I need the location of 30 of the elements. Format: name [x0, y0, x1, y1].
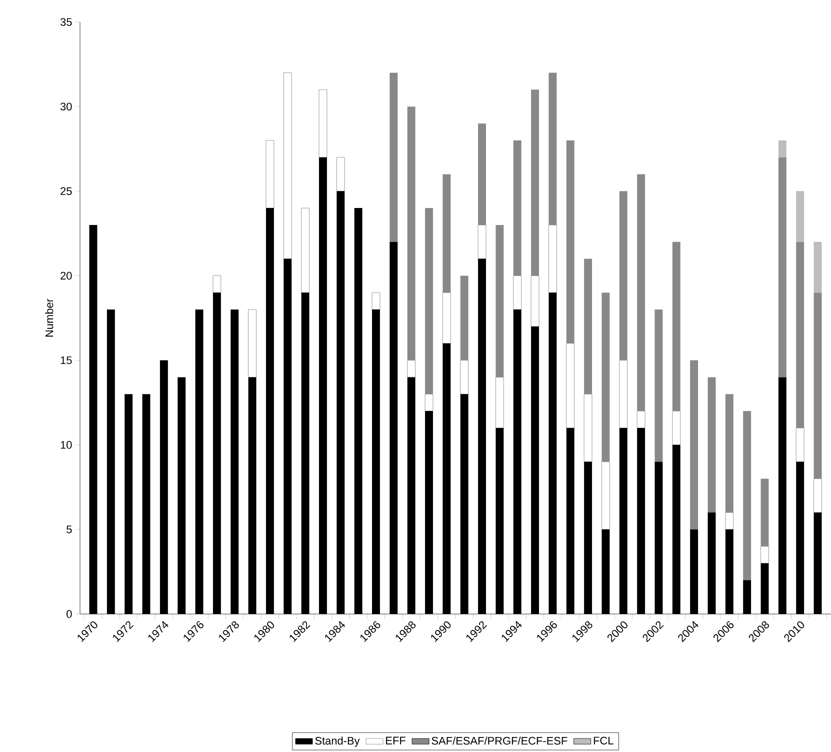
y-tick-label: 20	[60, 272, 72, 280]
y-tick-label: 10	[60, 440, 72, 449]
bar	[778, 140, 786, 158]
y-tick-label: 15	[60, 356, 72, 364]
y-tick-label: 25	[60, 187, 72, 196]
legend-label: SAF/ESAF/PRGF/ECF-ESF	[432, 736, 568, 745]
bar	[708, 377, 716, 513]
bar	[212, 276, 222, 293]
legend-label: EFF	[386, 736, 406, 744]
bar	[372, 292, 380, 310]
bar	[778, 157, 786, 378]
bar	[248, 309, 256, 378]
y-tick-label: 0	[66, 610, 72, 618]
y-axis-title: Number	[45, 298, 54, 337]
bar	[336, 157, 345, 192]
bar	[654, 310, 663, 462]
bar	[283, 72, 292, 259]
bar	[690, 360, 698, 530]
y-tick-label: 5	[66, 526, 72, 534]
bar	[266, 140, 274, 208]
y-tick-label: 35	[60, 18, 72, 26]
bar	[318, 89, 328, 158]
bar	[796, 191, 804, 242]
bar	[743, 411, 752, 580]
bar	[390, 72, 398, 242]
bar	[301, 208, 310, 293]
bar	[814, 242, 822, 293]
legend-label: Stand-By	[315, 736, 360, 747]
legend-label: FCL	[594, 736, 614, 744]
y-tick-label: 30	[60, 102, 72, 110]
